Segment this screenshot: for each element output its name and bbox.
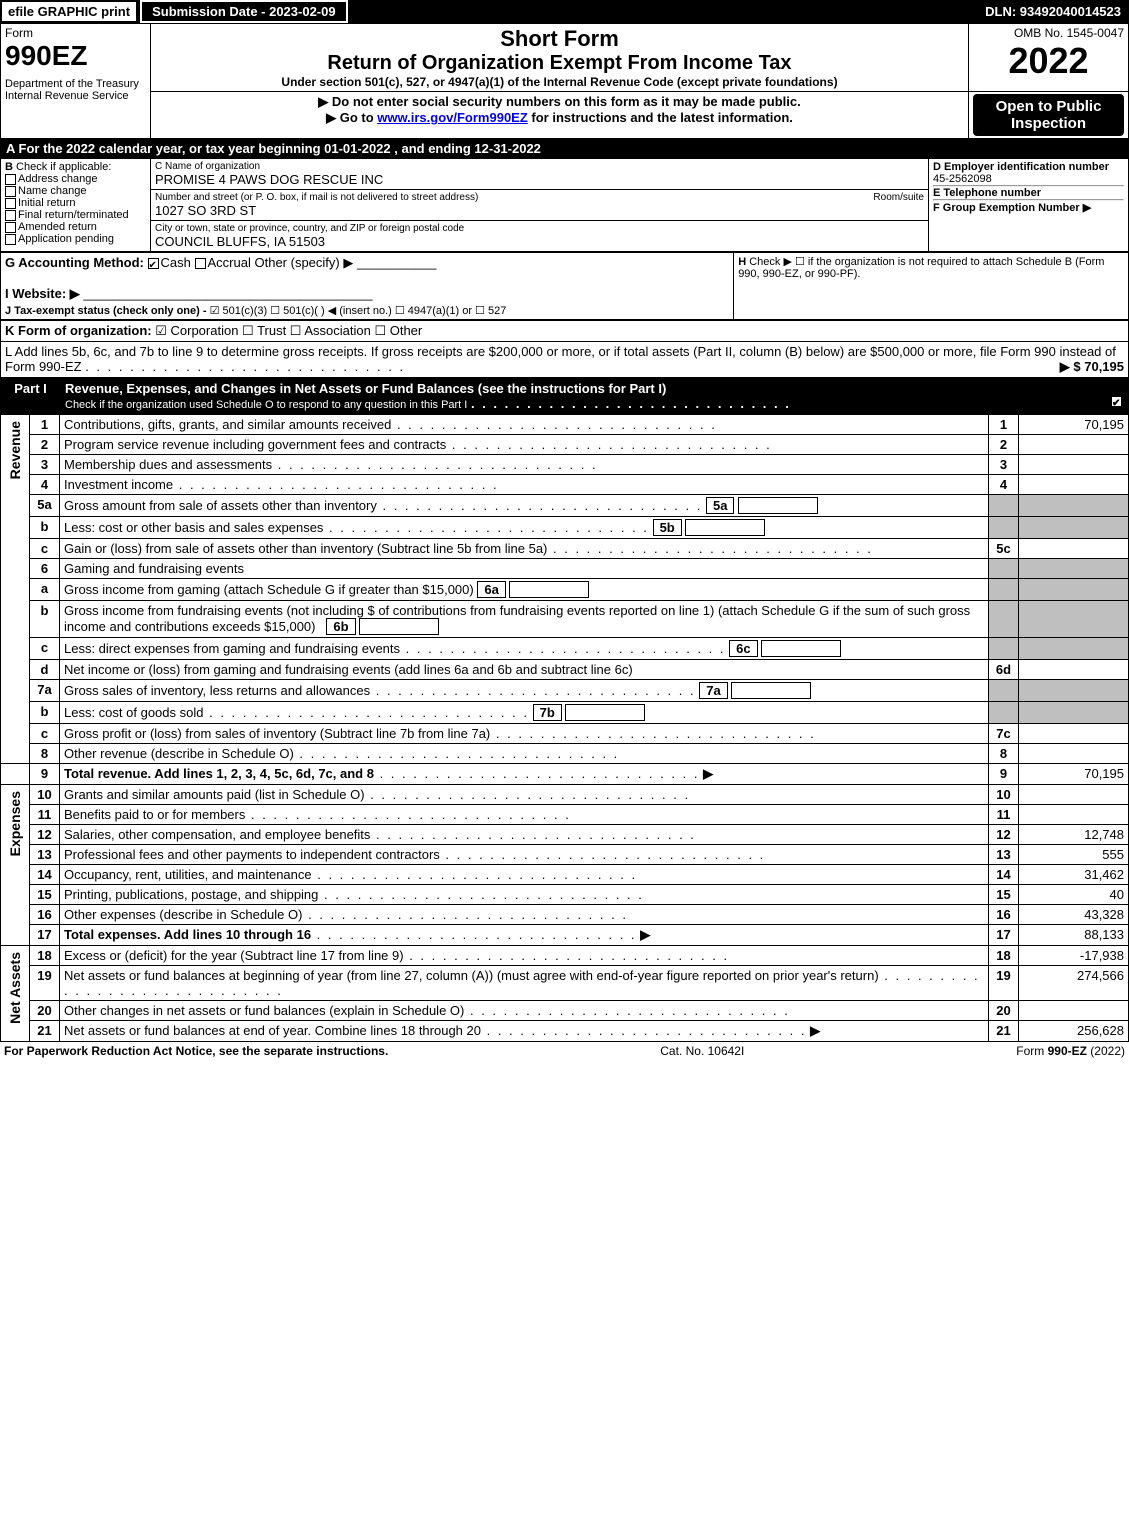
org-info-table: B Check if applicable: Address change Na… xyxy=(0,158,1129,252)
form-header-table: Form 990EZ Department of the Treasury In… xyxy=(0,23,1129,139)
website-label: I Website: ▶ xyxy=(5,286,80,301)
org-name: PROMISE 4 PAWS DOG RESCUE INC xyxy=(155,172,924,187)
goto-link-text: ▶ Go to www.irs.gov/Form990EZ for instru… xyxy=(155,110,964,126)
dln: DLN: 93492040014523 xyxy=(977,2,1129,21)
gh-table: G Accounting Method: Cash Accrual Other … xyxy=(0,252,1129,320)
arrow-icon: ▶ xyxy=(703,766,713,781)
ein-value: 45-2562098 xyxy=(933,173,992,185)
section-b-text: Check if applicable: xyxy=(16,161,111,173)
checkbox-accrual[interactable] xyxy=(195,258,206,269)
checkbox-final-return[interactable] xyxy=(5,210,16,221)
lines-table: Revenue 1 Contributions, gifts, grants, … xyxy=(0,414,1129,1042)
accounting-method-label: G Accounting Method: xyxy=(5,255,144,270)
checkbox-address-change[interactable] xyxy=(5,174,16,185)
total-expenses: 88,133 xyxy=(1019,925,1129,946)
footer-cat-no: Cat. No. 10642I xyxy=(660,1044,744,1058)
efile-print-button[interactable]: efile GRAPHIC print xyxy=(0,0,138,23)
arrow-icon: ▶ xyxy=(1083,202,1091,214)
checkbox-schedule-o[interactable] xyxy=(1111,396,1122,407)
arrow-icon: ▶ xyxy=(640,927,650,942)
open-to-public-inspection: Open to Public Inspection xyxy=(973,94,1124,136)
title-return: Return of Organization Exempt From Incom… xyxy=(155,52,964,75)
part-i-check: Check if the organization used Schedule … xyxy=(65,399,467,411)
org-city: COUNCIL BLUFFS, IA 51503 xyxy=(155,234,924,249)
line-1-value: 70,195 xyxy=(1019,415,1129,435)
org-address: 1027 SO 3RD ST xyxy=(155,203,924,218)
footer-left: For Paperwork Reduction Act Notice, see … xyxy=(4,1044,388,1058)
topbar: efile GRAPHIC print Submission Date - 20… xyxy=(0,0,1129,23)
checkbox-cash[interactable] xyxy=(148,258,159,269)
part-i-heading: Revenue, Expenses, and Changes in Net As… xyxy=(65,381,666,396)
gross-receipts: ▶ $ 70,195 xyxy=(1060,359,1124,375)
title-short-form: Short Form xyxy=(155,26,964,52)
dept-label: Department of the Treasury Internal Reve… xyxy=(5,78,146,102)
irs-link[interactable]: www.irs.gov/Form990EZ xyxy=(377,110,528,125)
part-i-header: Part I Revenue, Expenses, and Changes in… xyxy=(0,378,1129,414)
tax-year: 2022 xyxy=(973,40,1124,82)
form-of-org-opts: ☑ Corporation ☐ Trust ☐ Association ☐ Ot… xyxy=(155,323,422,338)
ein-label: D Employer identification number xyxy=(933,161,1109,173)
part-i-label: Part I xyxy=(1,379,61,414)
submission-date: Submission Date - 2023-02-09 xyxy=(140,0,348,23)
checkbox-amended-return[interactable] xyxy=(5,222,16,233)
checkbox-name-change[interactable] xyxy=(5,186,16,197)
tax-exempt-label: J Tax-exempt status (check only one) - xyxy=(5,305,207,317)
tax-exempt-opts: ☑ 501(c)(3) ☐ 501(c)( ) ◀ (insert no.) ☐… xyxy=(210,305,507,317)
addr-label: Number and street (or P. O. box, if mail… xyxy=(155,192,478,203)
section-h-text: Check ▶ ☐ if the organization is not req… xyxy=(738,256,1104,280)
expenses-section-label: Expenses xyxy=(5,787,25,860)
revenue-section-label: Revenue xyxy=(5,417,25,483)
omb-number: OMB No. 1545-0047 xyxy=(973,26,1124,40)
arrow-icon: ▶ xyxy=(810,1023,820,1038)
net-assets-end: 256,628 xyxy=(1019,1021,1129,1042)
kl-table: K Form of organization: ☑ Corporation ☐ … xyxy=(0,320,1129,378)
city-label: City or town, state or province, country… xyxy=(155,223,924,234)
checkbox-initial-return[interactable] xyxy=(5,198,16,209)
page-footer: For Paperwork Reduction Act Notice, see … xyxy=(0,1042,1129,1060)
footer-form-ref: Form 990-EZ (2022) xyxy=(1016,1044,1125,1058)
section-h-label: H xyxy=(738,256,746,268)
subtitle: Under section 501(c), 527, or 4947(a)(1)… xyxy=(155,75,964,89)
name-label: C Name of organization xyxy=(155,161,924,172)
checkbox-application-pending[interactable] xyxy=(5,234,16,245)
net-assets-section-label: Net Assets xyxy=(5,948,25,1028)
form-label: Form xyxy=(5,26,146,40)
phone-label: E Telephone number xyxy=(933,187,1041,199)
ssn-warning: ▶ Do not enter social security numbers o… xyxy=(155,94,964,110)
room-suite-label: Room/suite xyxy=(873,192,924,203)
total-revenue: 70,195 xyxy=(1019,764,1129,785)
form-number: 990EZ xyxy=(5,40,146,72)
group-exemption-label: F Group Exemption Number xyxy=(933,202,1080,214)
section-a: A For the 2022 calendar year, or tax yea… xyxy=(0,139,1129,158)
form-of-org-label: K Form of organization: xyxy=(5,323,152,338)
section-b-label: B xyxy=(5,161,13,173)
